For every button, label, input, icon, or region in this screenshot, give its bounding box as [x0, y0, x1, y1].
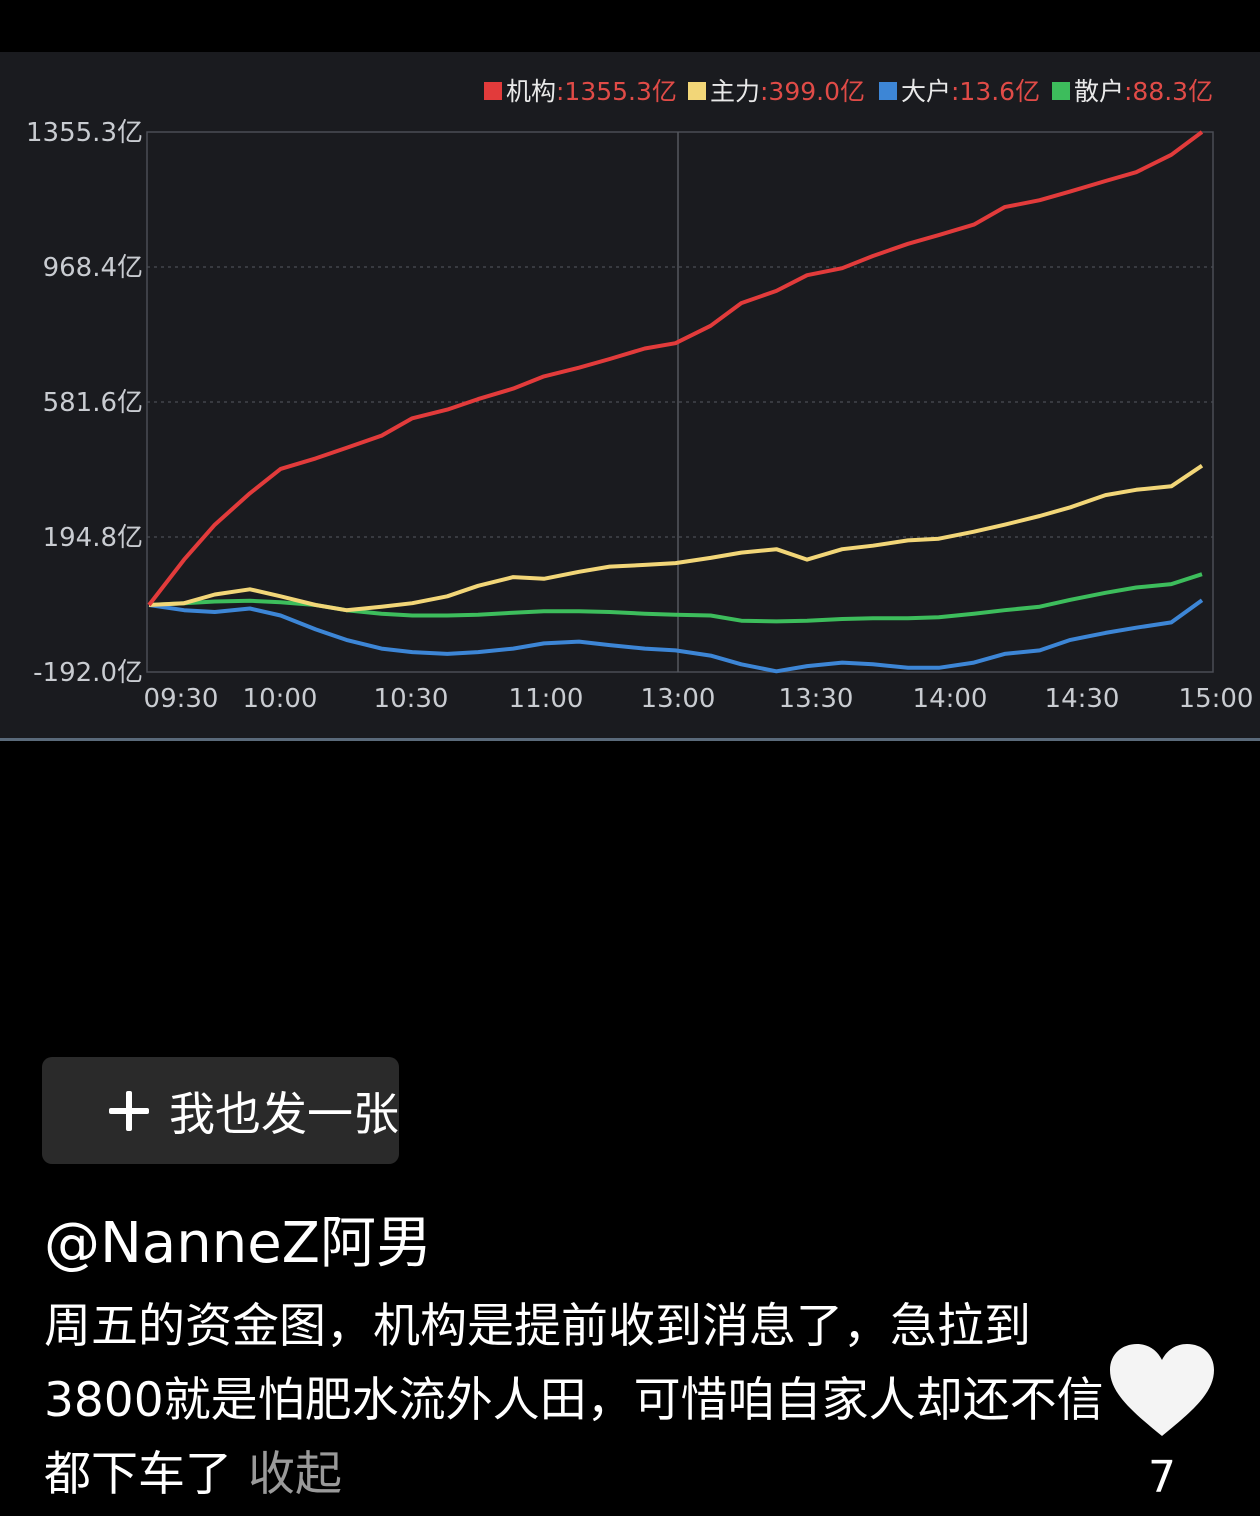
capital-flow-chart: 1355.3亿 968.4亿 581.6亿 194.8亿 -192.0亿 09:30 10:… — [0, 52, 1260, 741]
share-button-label: 我也发一张 — [169, 1086, 399, 1141]
y-tick-label: 1355.3亿 — [26, 118, 143, 148]
plus-icon — [109, 1090, 149, 1131]
x-tick-label: 14:00 — [913, 684, 988, 714]
legend-series-value: :1355.3亿 — [556, 77, 677, 106]
series-line-主力 — [148, 464, 1204, 613]
legend-series-name: 主力 — [710, 77, 760, 106]
x-tick-label: 13:00 — [641, 684, 716, 714]
x-tick-label: 15:00 — [1179, 684, 1254, 714]
y-tick-label: 581.6亿 — [43, 388, 143, 418]
post-username[interactable]: @NanneZ阿男 — [44, 1211, 433, 1276]
x-tick-label: 13:30 — [779, 684, 854, 714]
legend-series-value: :88.3亿 — [1124, 77, 1213, 106]
series-line-机构 — [147, 130, 1204, 607]
x-tick-label: 10:00 — [243, 684, 318, 714]
heart-icon[interactable] — [1108, 1340, 1216, 1440]
legend-swatch — [1052, 82, 1070, 100]
share-too-button[interactable]: 我也发一张 — [42, 1057, 399, 1164]
x-tick-label: 09:30 — [144, 684, 219, 714]
y-tick-label: 968.4亿 — [43, 253, 143, 283]
legend-swatch — [484, 82, 502, 100]
y-tick-label: -192.0亿 — [33, 658, 143, 688]
collapse-link[interactable]: 收起 — [248, 1447, 342, 1502]
x-tick-label: 11:00 — [509, 684, 584, 714]
series-line-大户 — [148, 598, 1204, 674]
legend-series-name: 机构 — [506, 77, 556, 106]
series-line-散户 — [148, 572, 1203, 624]
legend-series-value: :13.6亿 — [951, 77, 1040, 106]
caption-text: 周五的资金图，机构是提前收到消息了，急拉到3800就是怕肥水流外人田，可惜咱自家… — [44, 1299, 1104, 1502]
like-count: 7 — [1148, 1452, 1176, 1503]
legend-series-value: :399.0亿 — [760, 77, 865, 106]
post-caption: 周五的资金图，机构是提前收到消息了，急拉到3800就是怕肥水流外人田，可惜咱自家… — [44, 1290, 1114, 1512]
legend-series-name: 大户 — [901, 77, 951, 106]
y-tick-label: 194.8亿 — [43, 523, 143, 553]
legend-swatch — [688, 82, 706, 100]
x-tick-label: 14:30 — [1045, 684, 1120, 714]
like-area: 7 — [1108, 1340, 1216, 1516]
x-tick-label: 10:30 — [374, 684, 449, 714]
legend-swatch — [879, 82, 897, 100]
legend-series-name: 散户 — [1074, 77, 1124, 106]
